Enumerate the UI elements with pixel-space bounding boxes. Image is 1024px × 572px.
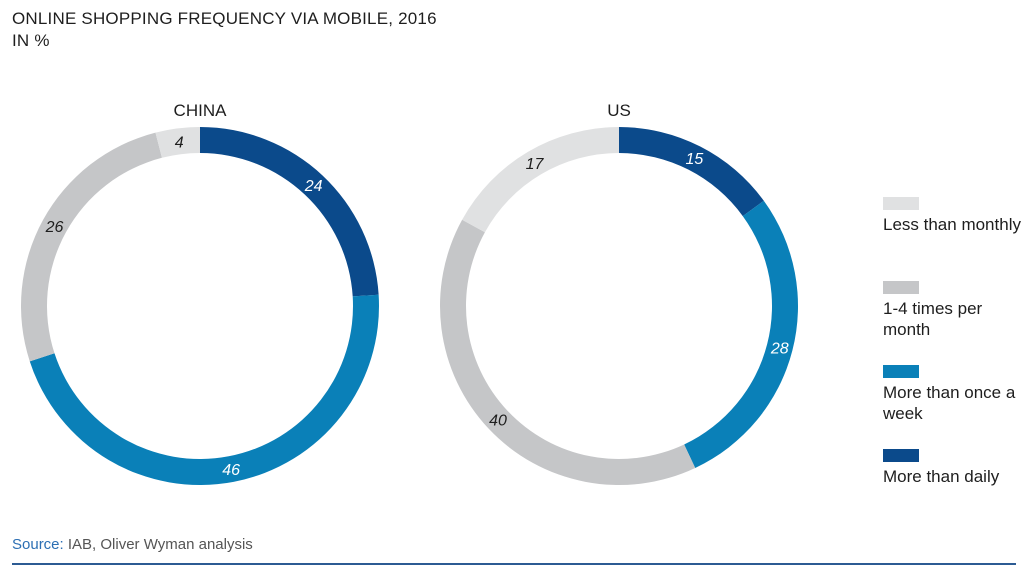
us-chart-title: US [607, 101, 631, 120]
legend: Less than monthly 1-4 times per month Mo… [883, 197, 1023, 533]
us-label-1-4-times-per-month: 40 [489, 413, 507, 430]
footer-divider [12, 563, 1016, 565]
chart-title-block: ONLINE SHOPPING FREQUENCY VIA MOBILE, 20… [12, 8, 437, 52]
us-slice-more-than-daily [619, 127, 764, 217]
chart-title: ONLINE SHOPPING FREQUENCY VIA MOBILE, 20… [12, 9, 437, 28]
china-chart-title: CHINA [174, 101, 228, 120]
legend-label-more-than-daily: More than daily [883, 467, 1000, 486]
china-label-1-4-times-per-month: 26 [45, 219, 64, 236]
legend-item-less-than-monthly: Less than monthly [883, 197, 1023, 281]
chart-unit-label: IN % [12, 31, 50, 50]
us-label-more-than-once-a-week: 28 [770, 340, 789, 357]
legend-label-more-than-once-a-week: More than once a week [883, 383, 1016, 423]
legend-swatch-1-4-times-per-month [883, 281, 919, 294]
legend-swatch-more-than-once-a-week [883, 365, 919, 378]
china-label-more-than-once-a-week: 46 [222, 462, 240, 479]
legend-item-more-than-daily: More than daily [883, 449, 1023, 533]
source-note: Source: IAB, Oliver Wyman analysis [12, 536, 253, 553]
legend-item-more-than-once-a-week: More than once a week [883, 365, 1023, 449]
legend-swatch-less-than-monthly [883, 197, 919, 210]
china-slice-1-4-times-per-month [20, 132, 162, 362]
legend-label-1-4-times-per-month: 1-4 times per month [883, 299, 983, 339]
us-slice-more-than-once-a-week [684, 200, 799, 468]
source-text: IAB, Oliver Wyman analysis [67, 536, 253, 553]
china-slice-more-than-once-a-week [29, 294, 379, 486]
us-label-less-than-monthly: 17 [526, 156, 545, 173]
china-label-more-than-daily: 24 [304, 178, 323, 195]
us-label-more-than-daily: 15 [685, 151, 703, 168]
china-slice-less-than-monthly [155, 127, 200, 158]
china-slice-more-than-daily [200, 127, 379, 297]
legend-swatch-more-than-daily [883, 449, 919, 462]
us-slice-less-than-monthly [462, 127, 619, 233]
legend-item-1-4-times-per-month: 1-4 times per month [883, 281, 1023, 365]
source-label: Source: [12, 536, 64, 553]
us-slice-1-4-times-per-month [439, 219, 696, 485]
china-label-less-than-monthly: 4 [175, 134, 184, 151]
legend-label-less-than-monthly: Less than monthly [883, 215, 1021, 234]
